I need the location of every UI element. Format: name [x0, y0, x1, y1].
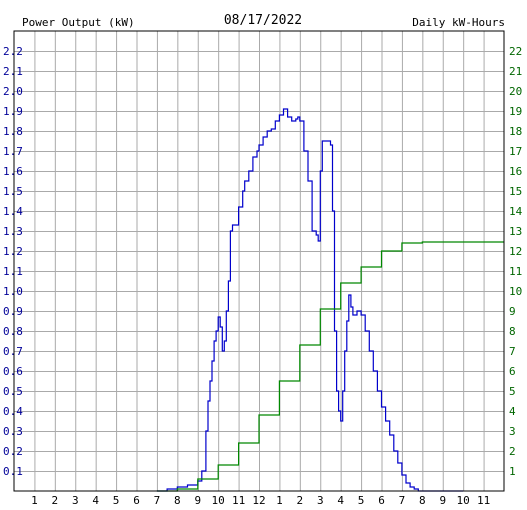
right-tick-label: 14: [509, 205, 523, 218]
x-tick-label: 4: [337, 494, 344, 507]
left-tick-label: 0.6: [3, 365, 23, 378]
left-tick-label: 1.3: [3, 225, 23, 238]
chart-title: 08/17/2022: [224, 13, 302, 28]
x-tick-label: 6: [133, 494, 140, 507]
x-tick-label: 11: [477, 494, 490, 507]
right-tick-label: 12: [509, 245, 522, 258]
x-tick-label: 11: [232, 494, 245, 507]
left-tick-label: 2.2: [3, 45, 23, 58]
x-tick-label: 4: [92, 494, 99, 507]
left-tick-label: 0.7: [3, 345, 23, 358]
left-tick-label: 1.1: [3, 265, 23, 278]
right-tick-label: 20: [509, 85, 522, 98]
right-tick-label: 18: [509, 125, 522, 138]
right-tick-label: 4: [509, 405, 516, 418]
daily-kwh-line: [156, 241, 504, 492]
x-tick-label: 1: [31, 494, 38, 507]
series-layer: [156, 108, 504, 492]
left-tick-label: 1.6: [3, 165, 23, 178]
x-tick-label: 9: [439, 494, 446, 507]
left-tick-label: 0.2: [3, 445, 23, 458]
right-axis-label: Daily kW-Hours: [412, 16, 505, 29]
right-tick-label: 8: [509, 325, 516, 338]
right-tick-label: 15: [509, 185, 522, 198]
right-tick-label: 5: [509, 385, 516, 398]
x-tick-label: 3: [72, 494, 79, 507]
left-tick-label: 0.3: [3, 425, 23, 438]
x-tick-label: 3: [317, 494, 324, 507]
left-tick-label: 0.5: [3, 385, 23, 398]
right-tick-label: 11: [509, 265, 522, 278]
left-tick-label: 1.5: [3, 185, 23, 198]
left-tick-label: 1.4: [3, 205, 23, 218]
left-tick-label: 0.9: [3, 305, 23, 318]
x-tick-label: 5: [113, 494, 120, 507]
x-tick-label: 10: [457, 494, 470, 507]
right-tick-label: 3: [509, 425, 516, 438]
x-tick-label: 2: [52, 494, 59, 507]
right-tick-label: 19: [509, 105, 522, 118]
left-tick-label: 2.0: [3, 85, 23, 98]
left-tick-label: 1.7: [3, 145, 23, 158]
right-tick-label: 17: [509, 145, 522, 158]
x-tick-label: 5: [358, 494, 365, 507]
right-tick-label: 10: [509, 285, 522, 298]
right-tick-label: 13: [509, 225, 522, 238]
x-tick-label: 10: [212, 494, 225, 507]
x-tick-label: 12: [252, 494, 265, 507]
left-tick-label: 1.0: [3, 285, 23, 298]
right-tick-label: 9: [509, 305, 516, 318]
x-tick-label: 6: [378, 494, 385, 507]
right-tick-label: 1: [509, 465, 516, 478]
right-tick-label: 6: [509, 365, 516, 378]
x-tick-label: 7: [154, 494, 161, 507]
right-tick-label: 7: [509, 345, 516, 358]
left-tick-label: 2.1: [3, 65, 23, 78]
right-tick-label: 22: [509, 45, 522, 58]
x-tick-label: 7: [399, 494, 406, 507]
x-tick-label: 8: [174, 494, 181, 507]
plot-frame: [13, 30, 505, 492]
x-tick-label: 1: [276, 494, 283, 507]
x-tick-label: 2: [297, 494, 304, 507]
left-tick-label: 0.8: [3, 325, 23, 338]
grid: [14, 31, 504, 491]
tick-labels: 1 2 3 4 5 6 7 8 9 10 11 12 1 2 3 4 5 6 7 8 9 10 110.10.20.30.4…: [3, 45, 523, 507]
x-tick-label: 8: [419, 494, 426, 507]
right-tick-label: 21: [509, 65, 522, 78]
right-tick-label: 16: [509, 165, 522, 178]
left-tick-label: 1.9: [3, 105, 23, 118]
left-tick-label: 1.2: [3, 245, 23, 258]
left-tick-label: 0.4: [3, 405, 23, 418]
right-tick-label: 2: [509, 445, 516, 458]
x-tick-label: 9: [194, 494, 201, 507]
power-output-line: [156, 108, 464, 492]
left-tick-label: 0.1: [3, 465, 23, 478]
left-tick-label: 1.8: [3, 125, 23, 138]
left-axis-label: Power Output (kW): [22, 16, 135, 29]
